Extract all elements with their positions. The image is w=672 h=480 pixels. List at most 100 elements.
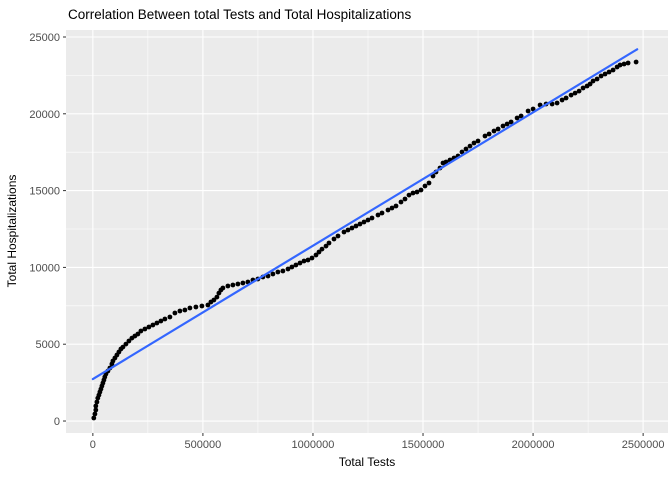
data-point [361, 219, 367, 225]
data-point [398, 199, 404, 205]
data-point [353, 223, 359, 229]
x-axis-title: Total Tests [339, 455, 395, 469]
data-point [495, 126, 501, 132]
data-point [162, 316, 168, 322]
data-point [235, 281, 241, 287]
data-point [199, 303, 205, 309]
data-point [375, 212, 381, 218]
data-point [422, 183, 428, 189]
data-point [146, 324, 152, 330]
data-point [297, 260, 303, 266]
data-point [187, 305, 193, 311]
data-point [301, 258, 307, 264]
data-point [606, 69, 612, 75]
data-point [385, 207, 391, 213]
x-tick-label: 0 [90, 439, 96, 451]
data-point [92, 411, 98, 417]
data-point [345, 227, 351, 233]
data-point [341, 229, 347, 235]
data-point [486, 131, 492, 137]
data-point [580, 85, 586, 91]
data-point [357, 221, 363, 227]
data-point [91, 415, 97, 421]
data-point [135, 331, 141, 337]
data-point [393, 203, 399, 209]
data-point [530, 106, 536, 112]
data-point [508, 119, 514, 125]
data-point [205, 302, 211, 308]
data-point [625, 60, 631, 66]
data-point [167, 314, 173, 320]
x-tick-label: 2000000 [512, 439, 555, 451]
data-point [309, 255, 315, 261]
data-point [94, 399, 100, 405]
y-tick-label: 5000 [36, 339, 60, 351]
data-point [598, 73, 604, 79]
data-point [617, 62, 623, 68]
data-point [426, 180, 432, 186]
data-point [463, 146, 469, 152]
data-point [379, 210, 385, 216]
data-point [514, 115, 520, 121]
data-point [154, 320, 160, 326]
data-point [563, 95, 569, 101]
data-point [587, 81, 593, 87]
data-point [120, 344, 126, 350]
data-point [602, 71, 608, 77]
x-tick-label: 1000000 [292, 439, 335, 451]
x-tick-label: 500000 [185, 439, 222, 451]
data-point [504, 121, 510, 127]
y-tick-label: 10000 [29, 262, 60, 274]
data-point [414, 189, 420, 195]
data-point [182, 307, 188, 313]
data-point [225, 283, 231, 289]
data-point [610, 67, 616, 73]
y-axis-title: Total Hospitalizations [5, 175, 19, 288]
y-tick-label: 25000 [29, 32, 60, 44]
data-point [280, 268, 286, 274]
data-point [326, 240, 332, 246]
regression-line [91, 48, 639, 381]
data-point [594, 76, 600, 82]
data-point [158, 318, 164, 324]
data-point [576, 88, 582, 94]
data-point [518, 113, 524, 119]
data-point [331, 236, 337, 242]
axis-tick-marks [63, 36, 644, 436]
data-point [150, 322, 156, 328]
data-point [214, 294, 220, 300]
data-point [491, 128, 497, 134]
data-point [270, 271, 276, 277]
data-point [525, 108, 531, 114]
data-point [590, 78, 596, 84]
x-tick-label: 1500000 [402, 439, 445, 451]
data-point [138, 328, 144, 334]
data-point [554, 100, 560, 106]
data-point [323, 243, 329, 249]
data-point [402, 196, 408, 202]
x-tick-label: 2500000 [622, 439, 665, 451]
data-point [177, 308, 183, 314]
data-point [220, 285, 226, 291]
data-point [285, 266, 291, 272]
y-tick-label: 15000 [29, 186, 60, 198]
data-point [319, 246, 325, 252]
data-point [230, 282, 236, 288]
minor-gridlines [66, 30, 668, 433]
x-axis-tick-labels: 0 500000 1000000 1500000 2000000 2500000 [90, 439, 665, 451]
major-gridlines [66, 30, 668, 433]
data-point [410, 190, 416, 196]
data-point [93, 403, 99, 409]
data-point [93, 407, 99, 413]
data-point [335, 233, 341, 239]
data-point [211, 297, 217, 303]
y-tick-label: 20000 [29, 109, 60, 121]
data-point [275, 269, 281, 275]
y-axis-tick-labels: 0 5000 10000 15000 20000 25000 [29, 32, 60, 428]
data-point [475, 138, 481, 144]
data-point [126, 338, 132, 344]
data-point [389, 205, 395, 211]
data-point [193, 304, 199, 310]
